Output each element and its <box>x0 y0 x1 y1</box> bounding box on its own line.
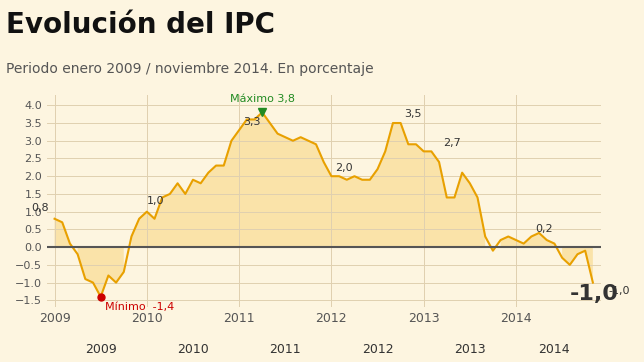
Text: 2,7: 2,7 <box>443 138 460 148</box>
Text: 0,8: 0,8 <box>31 203 48 213</box>
Text: 2,0: 2,0 <box>336 163 353 173</box>
Text: 2011: 2011 <box>269 343 301 356</box>
Text: 3,3: 3,3 <box>243 117 260 127</box>
Text: 3,5: 3,5 <box>404 109 422 119</box>
Text: Periodo enero 2009 / noviembre 2014. En porcentaje: Periodo enero 2009 / noviembre 2014. En … <box>6 62 374 76</box>
Text: 2010: 2010 <box>177 343 209 356</box>
Text: 0,2: 0,2 <box>535 224 553 234</box>
Text: Máximo 3,8: Máximo 3,8 <box>230 93 295 104</box>
Text: 2014: 2014 <box>538 343 570 356</box>
Text: 2012: 2012 <box>362 343 393 356</box>
Text: 1,0: 1,0 <box>147 196 164 206</box>
Text: 2013: 2013 <box>454 343 486 356</box>
Text: 2009: 2009 <box>85 343 117 356</box>
Text: -1,0: -1,0 <box>570 285 619 304</box>
Text: Evolución del IPC: Evolución del IPC <box>6 11 276 39</box>
Text: Mínimo  -1,4: Mínimo -1,4 <box>104 302 174 312</box>
Text: -1,0: -1,0 <box>609 286 630 296</box>
